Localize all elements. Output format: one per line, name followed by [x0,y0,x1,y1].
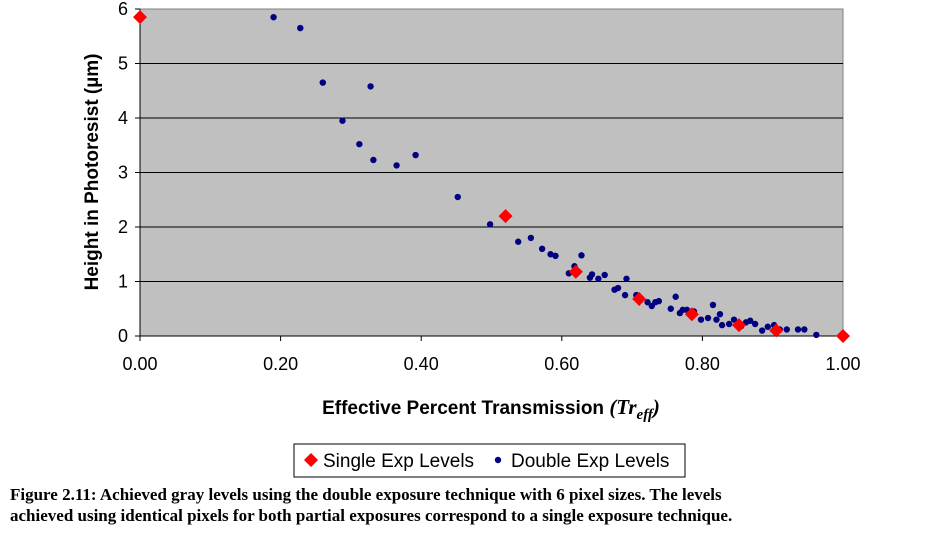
caption-line-1: Figure 2.11: Achieved gray levels using … [10,485,722,504]
single-exp-series [133,10,850,343]
y-tick-label: 2 [118,217,128,237]
legend-double-marker [494,456,502,464]
caption-line-2: achieved using identical pixels for both… [10,506,733,525]
x-tick-label: 1.00 [825,354,860,374]
double-exp-point [547,251,554,258]
x-axis-title-symbol: (Tr [609,395,637,419]
x-axis-title: Effective Percent Transmission (Treff) [322,395,660,423]
double-exp-point [297,24,304,32]
double-exp-point [730,316,738,323]
y-tick-label: 5 [118,54,128,74]
double-exp-point [813,331,820,339]
double-exp-point [538,245,546,252]
double-exp-point [667,305,674,312]
y-tick-label: 1 [118,272,128,292]
double-exp-point [595,275,602,282]
double-exp-point [270,13,277,21]
double-exp-point [718,321,726,329]
y-tick-label: 0 [118,326,128,346]
legend-single-label: Single Exp Levels [323,451,474,472]
double-exp-point [716,311,724,318]
single-exp-point [769,323,784,338]
double-exp-point [783,326,790,333]
double-exp-point [709,301,717,309]
legend-box [293,443,686,478]
y-tick-label: 3 [118,163,128,183]
single-exp-point [133,10,147,25]
double-exp-point [339,117,346,124]
x-axis-title-text: Effective Percent Transmission [322,398,609,419]
double-exp-point [515,238,522,245]
x-axis-ticks: 0.00 0.20 0.40 0.60 0.80 1.00 [122,336,861,374]
x-tick-label: 0.40 [404,354,439,374]
double-exp-point [751,320,759,328]
double-exp-point [552,252,559,260]
y-axis-ticks: 0 1 2 3 4 5 6 [118,0,140,346]
double-exp-point [725,320,733,328]
legend: Single Exp Levels Double Exp Levels [293,443,686,478]
double-exp-point [367,83,374,90]
y-tick-label: 6 [118,0,128,19]
double-exp-point [672,293,679,300]
double-exp-point [704,314,712,322]
double-exp-point [801,326,808,333]
figure-caption: Figure 2.11: Achieved gray levels using … [10,484,920,526]
double-exp-point [356,140,363,148]
double-exp-point [764,323,771,330]
single-exp-point [498,209,513,224]
double-exp-point [370,156,377,164]
y-axis-title: Height in Photoresist (µm) [82,54,103,291]
double-exp-point [319,79,326,86]
double-exp-point [393,162,400,169]
single-exp-point [568,264,583,279]
double-exp-point [655,297,663,305]
x-axis-title-subscript: eff [637,407,655,423]
x-tick-label: 0.00 [122,354,157,374]
double-exp-point [621,291,629,299]
double-exp-point [454,193,461,201]
legend-single-marker [304,453,318,467]
double-exp-point [588,271,596,278]
double-exp-point [601,271,608,279]
double-exp-series [136,13,820,339]
single-exp-point [632,291,647,306]
double-exp-point [713,316,720,323]
single-exp-point [731,318,746,333]
legend-double-label: Double Exp Levels [511,451,669,472]
double-exp-point [623,275,630,282]
x-tick-label: 0.60 [544,354,579,374]
double-exp-point [644,299,651,306]
double-exp-point [486,221,494,228]
double-exp-point [794,326,802,333]
single-exp-point [836,329,850,343]
double-exp-point [697,316,705,323]
single-exp-point [684,307,699,322]
double-exp-point [758,327,766,334]
double-exp-point [747,317,754,324]
x-tick-label: 0.80 [685,354,720,374]
y-tick-label: 4 [118,108,128,128]
double-exp-point [578,252,585,259]
double-exp-point [527,234,535,242]
x-tick-label: 0.20 [263,354,298,374]
x-axis-title-close: ) [651,395,660,419]
scatter-chart: 0 1 2 3 4 5 6 0.00 0.20 0.40 0.60 0.80 1.00 Height … [82,0,861,478]
double-exp-point [614,284,622,292]
double-exp-point [412,151,419,159]
